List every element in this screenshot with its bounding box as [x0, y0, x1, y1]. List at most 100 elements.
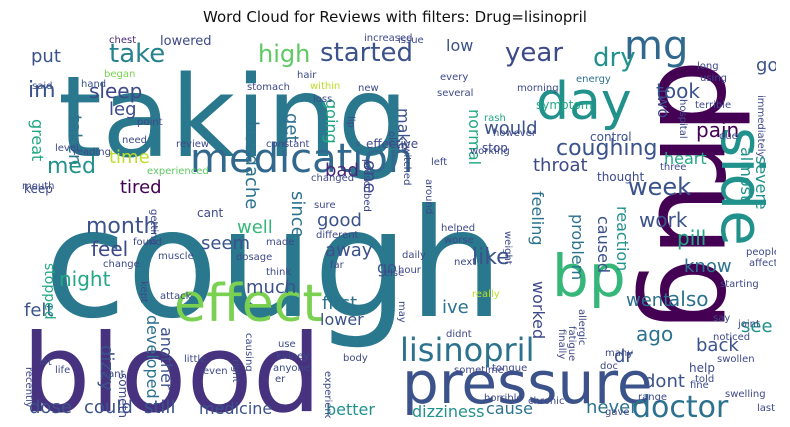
word-problem: problem: [568, 214, 587, 280]
word-med: med: [47, 154, 96, 179]
word-tired: tired: [120, 177, 162, 198]
word-dont: dont: [644, 371, 685, 392]
word-cloud-svg: coughtakingblooddrugpressuremedicationef…: [22, 31, 776, 418]
word-headache: headache: [241, 121, 262, 209]
word-people: people: [746, 247, 776, 258]
word-far: far: [330, 260, 345, 271]
word-medication: medication: [190, 136, 413, 182]
word-think: think: [266, 267, 291, 278]
word-starting: starting: [720, 279, 759, 290]
word-energy: energy: [576, 74, 611, 85]
word-told: told: [695, 374, 714, 385]
word-dr: dr: [614, 346, 633, 367]
word-horrible: horrible: [484, 393, 523, 404]
word-also: also: [668, 287, 708, 311]
word-ago: ago: [636, 322, 673, 346]
word-worked: worked: [529, 281, 548, 339]
word-prescribed: prescribed: [361, 159, 372, 212]
word-take: take: [109, 39, 165, 69]
word-however: however: [493, 128, 537, 139]
word-caused: caused: [594, 216, 613, 273]
word-life: life: [55, 365, 70, 376]
word-better: better: [326, 400, 375, 418]
word-went: went: [626, 290, 670, 311]
word-im: im: [28, 78, 56, 103]
word-get: get: [281, 113, 302, 143]
word-took: took: [656, 79, 700, 103]
word-cause: cause: [486, 399, 533, 418]
word-hospital: hospital: [677, 99, 688, 139]
word-getting: getting: [148, 209, 159, 245]
word-reading: reading: [73, 147, 111, 158]
word-made: made: [266, 237, 294, 248]
word-causing: causing: [243, 333, 254, 372]
word-doctor: doctor: [632, 390, 729, 418]
word-cant: cant: [197, 206, 224, 220]
word-would: would: [484, 118, 538, 139]
word-long: long: [697, 61, 719, 72]
word-say: say: [713, 313, 730, 324]
word-fine: fine: [690, 380, 709, 391]
word-didnt: didnt: [446, 329, 472, 340]
word-loss: loss: [313, 94, 332, 105]
word-switched: switched: [401, 141, 412, 185]
word-away: away: [325, 240, 373, 261]
word-lip: lip: [345, 116, 356, 128]
word-sometime: sometime: [454, 365, 504, 376]
word-help: help: [689, 361, 715, 375]
word-tongue: tongue: [492, 363, 527, 374]
word-due: due: [719, 131, 738, 142]
word-next: next: [454, 257, 476, 268]
word-issue: issue: [398, 35, 424, 46]
word-hour: hour: [398, 265, 422, 276]
word-daily: daily: [402, 250, 426, 261]
word-anyone: anyone: [273, 363, 310, 374]
word-blood: blood: [22, 312, 321, 418]
word-lower: lower: [320, 310, 364, 329]
word-said: said: [32, 81, 52, 92]
word-hand: hand: [81, 79, 106, 90]
word-dizzy: dizzy: [96, 345, 117, 391]
word-kept: kept: [138, 281, 149, 303]
word-thought: thought: [597, 170, 644, 184]
word-review: review: [176, 139, 209, 150]
word-feel: feel: [91, 237, 128, 261]
word-old: old: [386, 131, 397, 146]
word-joint: joint: [737, 319, 760, 330]
word-last: last: [757, 403, 775, 414]
word-night: night: [59, 267, 111, 291]
word-another: another: [157, 327, 176, 390]
word-month: month: [86, 214, 157, 239]
word-pain: pain: [696, 118, 739, 142]
word-going: going: [322, 99, 341, 144]
word-year: year: [505, 38, 563, 68]
word-like: like: [472, 245, 510, 270]
word-developed: developed: [143, 315, 162, 399]
word-several: several: [437, 88, 473, 99]
word-many: many: [605, 348, 633, 359]
word-know: know: [684, 256, 732, 277]
word-effect: effect: [174, 274, 323, 334]
word-reaction: reaction: [613, 206, 632, 271]
word-lisinopril: lisinopril: [400, 331, 534, 369]
word-level: level: [55, 143, 79, 154]
word-doc: doc: [600, 361, 618, 372]
word-got: got: [756, 55, 776, 76]
word-since: since: [287, 191, 308, 238]
word-throat: throat: [533, 155, 588, 176]
word-right: right: [230, 359, 241, 383]
word-dry: dry: [593, 43, 636, 73]
word-point: point: [137, 117, 163, 128]
word-changed: changed: [311, 173, 354, 184]
word-new: new: [358, 83, 379, 94]
word-recently: recently: [23, 367, 34, 408]
chart-title: Word Cloud for Reviews with filters: Dru…: [203, 8, 587, 26]
word-symptom: symptom: [536, 98, 592, 112]
word-change: change: [103, 259, 140, 270]
word-mouth: mouth: [22, 181, 54, 192]
word-left: left: [431, 157, 447, 168]
word-something: something: [116, 373, 130, 418]
word-make: make: [394, 108, 413, 152]
word-feeling: feeling: [528, 191, 547, 246]
word-one: one: [359, 160, 380, 194]
